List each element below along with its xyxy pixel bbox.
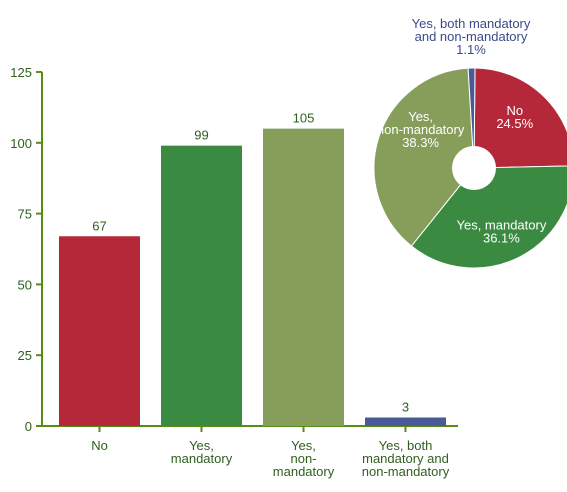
x-tick-label: mandatory and — [362, 451, 449, 466]
x-tick-label: non-mandatory — [362, 464, 450, 479]
bar-value-label: 67 — [92, 218, 106, 233]
pie-slice-label: 1.1% — [456, 42, 486, 57]
y-tick-label: 0 — [25, 419, 32, 434]
pie-slice-label: 24.5% — [496, 116, 533, 131]
x-tick-label: Yes, — [189, 438, 214, 453]
x-tick-label: non- — [290, 451, 316, 466]
x-tick-label: Yes, — [291, 438, 316, 453]
pie-slice-label: and non-mandatory — [415, 29, 528, 44]
pie-slice-label: Yes, mandatory — [456, 218, 546, 233]
y-tick-label: 25 — [18, 348, 32, 363]
x-tick-label: mandatory — [273, 464, 335, 479]
bar-value-label: 99 — [194, 128, 208, 143]
y-tick-label: 50 — [18, 277, 32, 292]
pie-slice-label: non-mandatory — [377, 122, 465, 137]
y-tick-label: 75 — [18, 207, 32, 222]
bar-2 — [161, 145, 242, 426]
x-tick-label: No — [91, 438, 108, 453]
y-tick-label: 125 — [10, 65, 32, 80]
bar-value-label: 105 — [293, 111, 315, 126]
pie-slice-label: 36.1% — [483, 231, 520, 246]
pie-slice-4 — [467, 67, 476, 169]
x-tick-label: mandatory — [171, 451, 233, 466]
bar-1 — [59, 236, 140, 426]
pie-slice-label: Yes, both mandatory — [412, 16, 531, 31]
bar-3 — [263, 128, 344, 426]
pie-slice-3 — [373, 67, 475, 247]
pie-slice-1 — [473, 67, 567, 169]
pie-slice-2 — [410, 165, 567, 269]
y-tick-label: 100 — [10, 136, 32, 151]
pie-slice-label: No — [506, 103, 523, 118]
x-tick-label: Yes, both — [379, 438, 433, 453]
bar-4 — [365, 417, 446, 426]
pie-center-hole — [452, 146, 496, 190]
pie-slice-label: Yes, — [408, 109, 433, 124]
pie-slice-label: 38.3% — [402, 135, 439, 150]
bar-value-label: 3 — [402, 400, 409, 415]
